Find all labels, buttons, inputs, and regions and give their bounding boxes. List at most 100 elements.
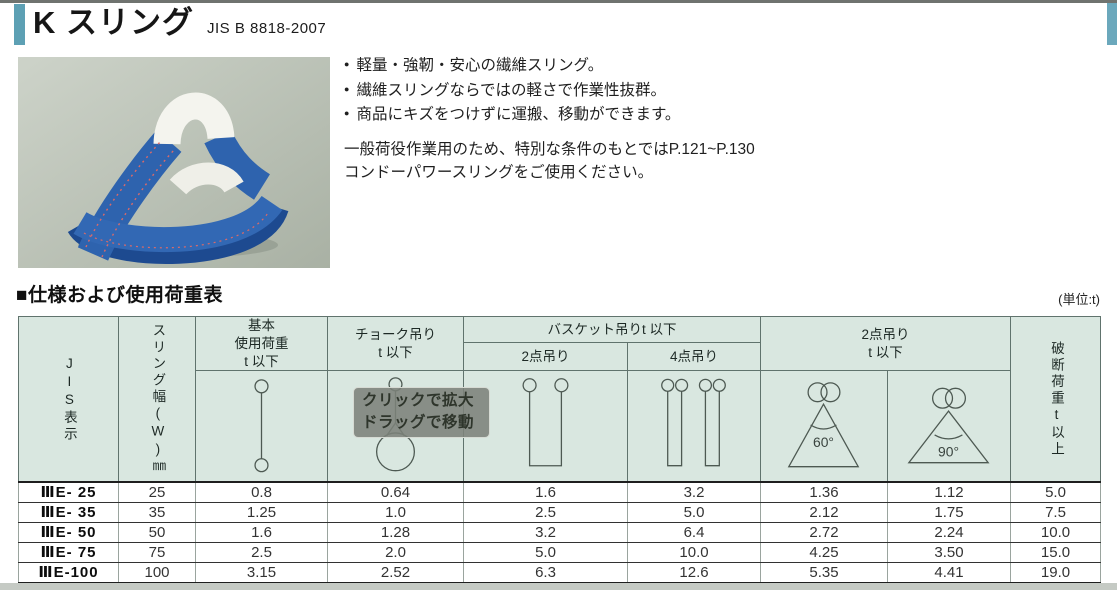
two-point-line: 2点吊り xyxy=(861,326,910,342)
cell-choke: 0.64 xyxy=(327,481,464,504)
diagram-basket-4pt-cell xyxy=(626,370,762,483)
vertical-hitch-icon xyxy=(254,379,269,473)
basket-hitch-2pt-icon xyxy=(522,378,569,467)
cell-deg60: 2.12 xyxy=(760,502,889,524)
cell-deg60: 4.25 xyxy=(760,542,889,564)
col-header-breaking-load: 破断荷重t以上 xyxy=(1010,316,1102,483)
cell-jis: ⅢE- 25 xyxy=(18,481,119,504)
cell-width: 50 xyxy=(118,522,196,544)
col-header-jis: JIS表示 xyxy=(18,316,119,483)
cell-deg90: 1.12 xyxy=(887,481,1012,504)
cell-deg60: 2.72 xyxy=(760,522,889,544)
cell-deg90: 3.50 xyxy=(887,542,1012,564)
product-photo xyxy=(18,57,330,268)
cell-jis: ⅢE- 75 xyxy=(18,542,119,564)
two-point-60deg-icon: 60° xyxy=(787,382,860,468)
angle-90-label: 90° xyxy=(938,444,959,460)
title-row: K スリング JIS B 8818-2007 xyxy=(33,2,326,44)
cell-deg90: 1.75 xyxy=(887,502,1012,524)
diagram-basket-2pt-cell xyxy=(463,370,628,483)
col-header-two-point: 2点吊り t 以下 xyxy=(760,315,1012,372)
basic-load-line: t 以下 xyxy=(244,353,279,369)
cell-basket4: 6.4 xyxy=(626,522,762,544)
cell-choke: 1.28 xyxy=(327,522,464,544)
basic-load-line: 基本 xyxy=(248,318,275,333)
table-row: ⅢE- 25 25 0.8 0.64 1.6 3.2 1.36 1.12 5.0 xyxy=(18,481,1102,504)
spec-table-area: クリックで拡大 ドラッグで移動 JIS表示 スリング幅(W)㎜ 基本 xyxy=(18,315,1102,585)
cell-deg90: 2.24 xyxy=(887,522,1012,544)
col-header-basket: バスケット吊りt 以下 xyxy=(462,315,762,344)
table-row: ⅢE- 35 35 1.25 1.0 2.5 5.0 2.12 1.75 7.5 xyxy=(18,502,1102,524)
cell-choke: 2.52 xyxy=(327,562,464,585)
cell-basket2: 2.5 xyxy=(463,502,628,524)
tooltip-line-2: ドラッグで移動 xyxy=(362,414,475,431)
cell-breaking: 15.0 xyxy=(1010,542,1102,564)
cell-basic: 1.25 xyxy=(195,502,328,524)
cell-basic: 2.5 xyxy=(195,542,328,564)
cell-basic: 1.6 xyxy=(195,522,328,544)
table-row: ⅢE-100 100 3.15 2.52 6.3 12.6 5.35 4.41 … xyxy=(18,562,1102,585)
diagram-2pt-60deg-cell: 60° xyxy=(760,370,889,483)
cell-width: 25 xyxy=(118,481,196,504)
cell-basket4: 12.6 xyxy=(626,562,762,585)
cell-jis: ⅢE- 35 xyxy=(18,502,119,524)
col-header-basket-2pt: 2点吊り xyxy=(463,342,628,372)
feature-list: 軽量・強靭・安心の繊維スリング。 繊維スリングならではの軽さで作業性抜群。 商品… xyxy=(344,53,1064,127)
cell-width: 100 xyxy=(118,562,196,585)
note-line-1: 一般荷役作業用のため、特別な条件のもとではP.121~P.130 xyxy=(344,141,755,158)
angle-60-label: 60° xyxy=(813,434,834,450)
spec-table: JIS表示 スリング幅(W)㎜ 基本 使用荷重 t 以下 チョーク吊り t 以下 xyxy=(18,315,1102,585)
table-row: ⅢE- 50 50 1.6 1.28 3.2 6.4 2.72 2.24 10.… xyxy=(18,522,1102,544)
col-header-basket-4pt: 4点吊り xyxy=(626,342,762,372)
jis-standard-label: JIS B 8818-2007 xyxy=(207,20,327,37)
title-accent-bar xyxy=(14,4,25,45)
feature-text: 繊維スリングならではの軽さで作業性抜群。 xyxy=(356,81,666,99)
cell-deg60: 1.36 xyxy=(760,481,889,504)
cell-basket2: 6.3 xyxy=(463,562,628,585)
cell-breaking: 10.0 xyxy=(1010,522,1102,544)
basic-load-line: 使用荷重 xyxy=(234,335,289,351)
cell-width: 35 xyxy=(118,502,196,524)
viewer-tooltip: クリックで拡大 ドラッグで移動 xyxy=(353,387,490,438)
cell-basket4: 10.0 xyxy=(626,542,762,564)
note-line-2: コンドーパワースリングをご使用ください。 xyxy=(344,163,654,181)
col-header-basic-load: 基本 使用荷重 t 以下 xyxy=(195,315,328,372)
cell-breaking: 7.5 xyxy=(1010,502,1102,524)
choke-line: チョーク吊り xyxy=(355,326,436,342)
two-point-90deg-icon: 90° xyxy=(907,388,990,464)
cell-basket4: 3.2 xyxy=(626,481,762,504)
cell-basic: 0.8 xyxy=(195,481,328,504)
feature-item: 商品にキズをつけずに運搬、移動ができます。 xyxy=(344,102,1064,127)
usage-note: 一般荷役作業用のため、特別な条件のもとではP.121~P.130 コンドーパワー… xyxy=(344,139,1084,184)
table-row: ⅢE- 75 75 2.5 2.0 5.0 10.0 4.25 3.50 15.… xyxy=(18,542,1102,564)
sling-illustration xyxy=(67,92,289,264)
col-header-breaking-label: 破断荷重t以上 xyxy=(1048,340,1064,458)
col-header-sling-width: スリング幅(W)㎜ xyxy=(118,316,196,483)
feature-item: 繊維スリングならではの軽さで作業性抜群。 xyxy=(344,78,1064,103)
basket-hitch-4pt-icon xyxy=(661,379,726,467)
cell-basket4: 5.0 xyxy=(626,502,762,524)
col-header-sling-width-label: スリング幅(W)㎜ xyxy=(150,322,166,476)
col-header-jis-label: JIS表示 xyxy=(61,355,77,443)
cell-deg60: 5.35 xyxy=(760,562,889,585)
cell-jis: ⅢE-100 xyxy=(18,562,119,585)
feature-text: 商品にキズをつけずに運搬、移動ができます。 xyxy=(356,106,681,123)
unit-note: (単位:t) xyxy=(1058,292,1100,307)
cell-choke: 1.0 xyxy=(327,502,464,524)
spec-section-title: ■仕様および使用荷重表 xyxy=(16,285,223,306)
feature-text: 軽量・強靭・安心の繊維スリング。 xyxy=(356,57,604,74)
diagram-2pt-90deg-cell: 90° xyxy=(887,370,1012,483)
cell-basic: 3.15 xyxy=(195,562,328,585)
cell-basket2: 1.6 xyxy=(463,481,628,504)
cell-deg90: 4.41 xyxy=(887,562,1012,585)
diagram-vertical-hitch-cell xyxy=(195,370,328,483)
cell-width: 75 xyxy=(118,542,196,564)
page-bottom-strip xyxy=(0,583,1117,590)
cell-basket2: 3.2 xyxy=(463,522,628,544)
col-header-choke: チョーク吊り t 以下 xyxy=(327,315,464,372)
cell-choke: 2.0 xyxy=(327,542,464,564)
cell-breaking: 5.0 xyxy=(1010,481,1102,504)
feature-item: 軽量・強靭・安心の繊維スリング。 xyxy=(344,53,1064,78)
two-point-line: t 以下 xyxy=(868,344,903,360)
cell-jis: ⅢE- 50 xyxy=(18,522,119,544)
